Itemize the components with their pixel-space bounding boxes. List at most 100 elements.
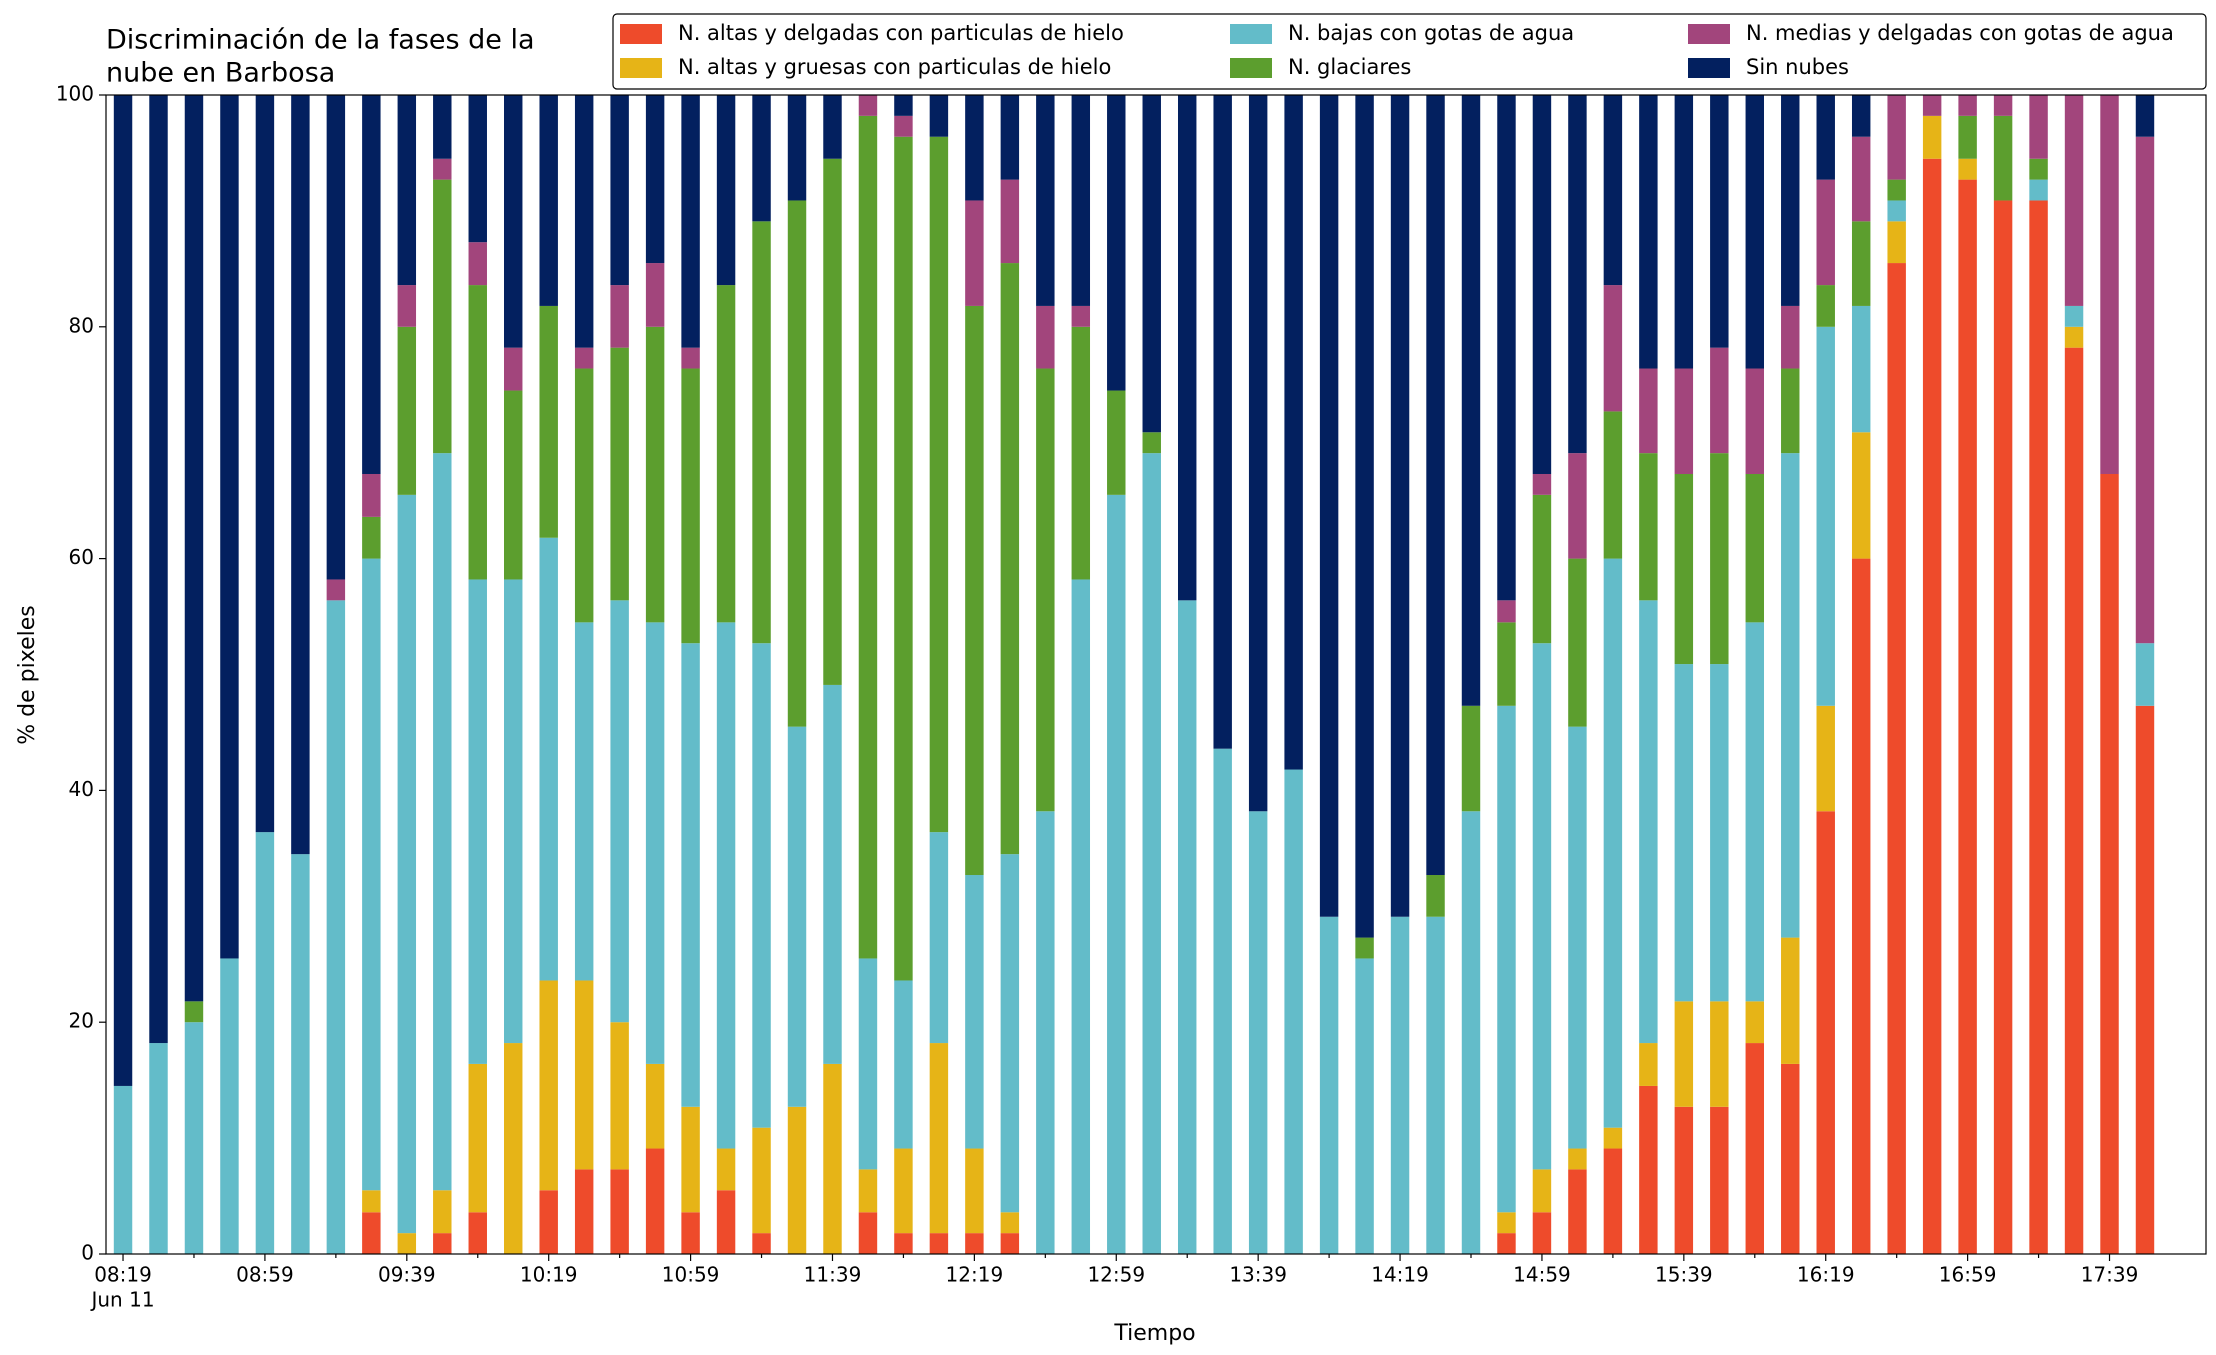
- bar-segment: [894, 1233, 913, 1254]
- chart-title: Discriminación de la fases de la: [106, 25, 535, 56]
- y-tick-label: 40: [69, 777, 94, 801]
- bar-segment: [433, 158, 452, 180]
- bar-segment: [929, 1043, 949, 1234]
- bar-segment: [894, 95, 913, 116]
- bar-segment: [468, 579, 487, 1064]
- bar-segment: [1710, 453, 1729, 665]
- bar-segment: [965, 95, 984, 201]
- bar-segment: [184, 95, 204, 1002]
- bar-segment: [362, 558, 381, 1191]
- y-tick-label: 80: [69, 313, 94, 337]
- bar-segment: [326, 95, 346, 580]
- bar-segment: [858, 115, 878, 959]
- bar-segment: [574, 622, 594, 981]
- bar-segment: [1568, 95, 1587, 454]
- x-tick-label: 15:39: [1655, 1263, 1713, 1287]
- bar-segment: [823, 95, 842, 159]
- bar-segment: [1426, 916, 1445, 1254]
- bar-segment: [574, 1169, 594, 1254]
- x-axis-label: Tiempo: [1113, 1321, 1195, 1346]
- bar-segment: [1107, 95, 1126, 391]
- bar-segment: [255, 832, 275, 1254]
- bar-segment: [1071, 326, 1091, 580]
- bar-segment: [2135, 95, 2155, 137]
- bar-segment: [1426, 95, 1445, 876]
- bar-segment: [468, 1212, 487, 1254]
- bar-segment: [858, 95, 878, 116]
- bar-segment: [1781, 95, 1800, 306]
- bar-segment: [645, 326, 665, 623]
- bar-segment: [716, 285, 736, 623]
- bar-segment: [1887, 179, 1906, 201]
- bar-segment: [504, 347, 523, 391]
- x-tick-label: 12:59: [1087, 1263, 1145, 1287]
- bar-segment: [1426, 875, 1445, 917]
- bar-segment: [220, 95, 239, 959]
- bar-segment: [1887, 200, 1906, 222]
- bar-segment: [894, 1148, 913, 1234]
- bar-segment: [1922, 95, 1942, 116]
- bar-segment: [2064, 347, 2084, 1254]
- bar-segment: [1781, 305, 1800, 369]
- bar-segment: [1036, 95, 1055, 306]
- bar-segment: [1958, 158, 1977, 180]
- bar-segment: [858, 958, 878, 1170]
- bar-segment: [610, 285, 629, 348]
- bar-segment: [1674, 664, 1694, 1002]
- bar-segment: [291, 854, 310, 1254]
- bar-segment: [468, 95, 487, 243]
- bar-segment: [1000, 1233, 1020, 1254]
- bar-segment: [1816, 326, 1835, 706]
- bar-segment: [1639, 600, 1658, 1044]
- bar-segment: [1603, 95, 1623, 286]
- bar-segment: [1568, 453, 1587, 559]
- bar-segment: [1319, 95, 1339, 917]
- bar-segment: [2029, 95, 2048, 159]
- bar-segment: [1532, 1212, 1552, 1254]
- bar-segment: [433, 179, 452, 454]
- bar-segment: [1390, 95, 1410, 917]
- bar-segment: [326, 579, 346, 601]
- bar-segment: [1532, 95, 1552, 474]
- bar-segment: [681, 368, 700, 644]
- bar-segment: [1497, 600, 1516, 623]
- x-tick-label: 16:19: [1797, 1263, 1855, 1287]
- bar-segment: [1461, 811, 1481, 1254]
- bar-segment: [1036, 811, 1055, 1254]
- bar-segment: [1851, 432, 1871, 559]
- bar-segment: [397, 1233, 417, 1254]
- bar-segment: [1674, 95, 1694, 369]
- legend-swatch: [620, 24, 662, 44]
- bar-segment: [716, 622, 736, 1149]
- x-tick-label: 11:39: [804, 1263, 862, 1287]
- bar-segment: [1745, 622, 1765, 1002]
- y-axis-label: % de pixeles: [15, 605, 40, 744]
- bar-segment: [1745, 1001, 1765, 1044]
- bar-segment: [1213, 95, 1232, 749]
- bar-segment: [929, 95, 949, 137]
- bar-segment: [1497, 95, 1516, 601]
- bar-segment: [1993, 200, 2013, 1254]
- bar-segment: [1355, 958, 1374, 1254]
- bar-segment: [645, 263, 665, 327]
- legend-label: N. medias y delgadas con gotas de agua: [1746, 21, 2174, 45]
- bar-segment: [2135, 643, 2155, 706]
- bar-segment: [1922, 158, 1942, 1254]
- bar-segment: [1710, 1001, 1729, 1107]
- bar-segment: [1532, 1169, 1552, 1213]
- bar-segment: [1710, 347, 1729, 454]
- bar-segment: [1000, 263, 1020, 855]
- bar-segment: [1603, 285, 1623, 412]
- y-tick-label: 20: [69, 1009, 94, 1033]
- bar-segment: [149, 1043, 168, 1254]
- bar-segment: [1745, 473, 1765, 623]
- bar-segment: [1142, 95, 1161, 433]
- bar-segment: [1000, 179, 1020, 264]
- x-tick-label: 13:39: [1229, 1263, 1287, 1287]
- bar-segment: [574, 95, 594, 348]
- bar-segment: [1816, 95, 1835, 180]
- bar-segment: [1603, 411, 1623, 559]
- bar-segment: [1177, 95, 1197, 601]
- bar-segment: [468, 242, 487, 286]
- bar-segment: [965, 1233, 984, 1254]
